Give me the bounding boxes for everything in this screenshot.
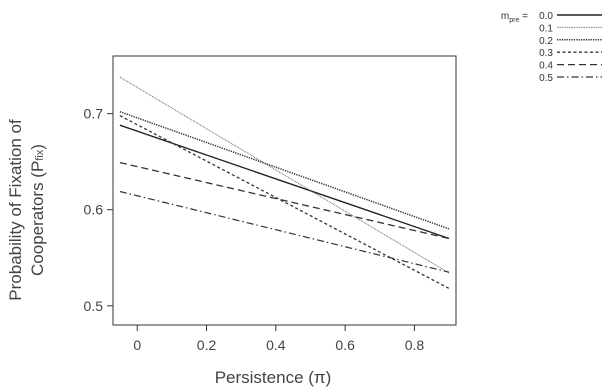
x-tick-label: 0.4 — [266, 337, 286, 353]
legend: mpre = 0.00.1 0.20.3 0.40.5 — [501, 11, 602, 84]
x-tick-label: 0.6 — [335, 337, 355, 353]
y-axis-label: Probability of Fixation of Cooperators (… — [6, 119, 47, 301]
series-line-0-1 — [119, 76, 450, 274]
y-tick-label: 0.7 — [84, 106, 104, 122]
plot-frame — [112, 55, 457, 326]
y-axis-label-line1: Probability of Fixation of — [6, 119, 25, 301]
series-line-0-5 — [119, 190, 450, 273]
x-tick-label: 0 — [133, 337, 141, 353]
y-axis-label-subscript: fix — [34, 149, 46, 161]
y-axis-label-close: ) — [28, 144, 47, 150]
y-tick-label: 0.5 — [84, 298, 104, 314]
legend-label-0-2: 0.2 — [539, 36, 553, 47]
legend-label-0-0: 0.0 — [539, 11, 553, 22]
series-lines — [119, 76, 450, 290]
y-axis-label-line2-main: Cooperators (P — [28, 161, 47, 276]
series-line-0-2 — [119, 110, 450, 230]
y-tick-label: 0.6 — [84, 202, 104, 218]
y-axis-label-line2: Cooperators (Pfix) — [28, 144, 47, 276]
series-line-0-3 — [119, 115, 450, 290]
series-line-0-4 — [119, 161, 450, 240]
legend-label-0-1: 0.1 — [539, 23, 553, 34]
legend-title: mpre = — [501, 11, 528, 24]
x-tick-label: 0.2 — [197, 337, 217, 353]
axes: 0 0.2 0.4 0.6 0.8 0.5 0.6 0.7 — [84, 55, 457, 353]
legend-label-0-3: 0.3 — [539, 48, 553, 59]
x-axis-label: Persistence (π) — [215, 368, 332, 387]
legend-label-0-4: 0.4 — [539, 61, 553, 72]
legend-label-0-5: 0.5 — [539, 73, 553, 84]
x-tick-label: 0.8 — [405, 337, 425, 353]
